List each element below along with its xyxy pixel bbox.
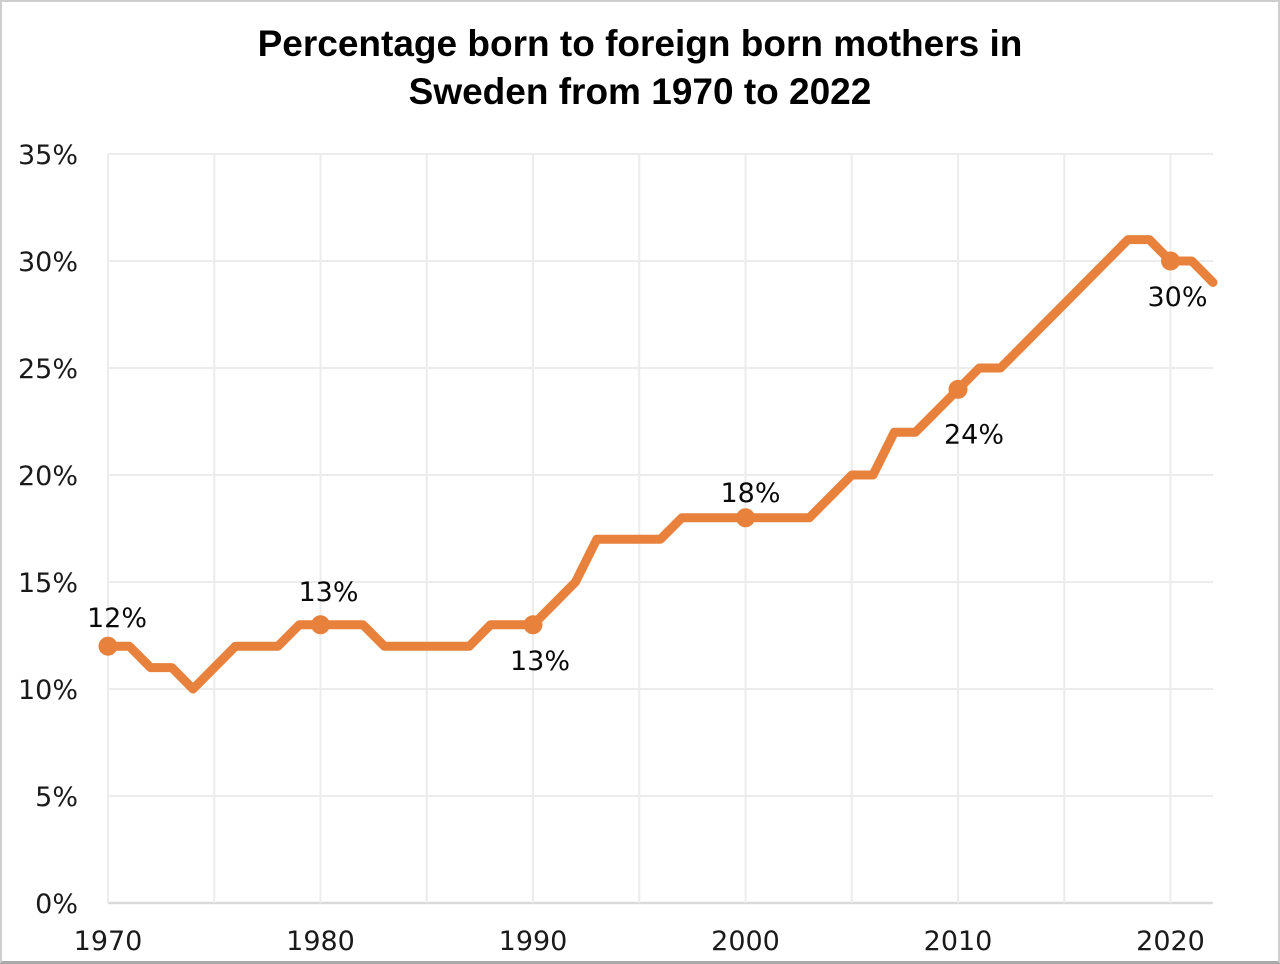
y-tick-label: 15%: [18, 568, 78, 599]
data-point-marker: [948, 379, 968, 399]
x-tick-label: 1990: [499, 926, 568, 957]
data-point-label: 18%: [720, 478, 780, 509]
data-point-label: 24%: [944, 419, 1004, 450]
data-point-marker: [736, 508, 755, 528]
y-tick-label: 5%: [35, 782, 78, 813]
y-axis-labels: 0% 5% 10% 15% 20% 25% 30% 35%: [18, 140, 78, 920]
chart-title-line-2: Sweden from 1970 to 2022: [408, 71, 872, 112]
chart-title: Percentage born to foreign born mothers …: [0, 20, 1280, 116]
x-tick-label: 1970: [74, 926, 143, 957]
series-line: [103, 235, 1218, 694]
data-point-marker: [523, 615, 543, 635]
x-tick-label: 1980: [286, 926, 355, 957]
x-axis-labels: 1970 1980 1990 2000 2010 2020: [74, 926, 1205, 957]
y-tick-label: 35%: [18, 140, 78, 171]
data-point-marker: [98, 636, 118, 656]
x-tick-label: 2010: [924, 926, 993, 957]
data-point-labels: 12% 13% 13% 18% 24% 30%: [87, 282, 1208, 677]
data-point-marker: [311, 615, 330, 635]
data-point-label: 13%: [298, 577, 358, 608]
y-tick-label: 20%: [18, 461, 78, 492]
data-point-markers: [98, 251, 1180, 656]
data-point-label: 13%: [510, 646, 570, 677]
y-tick-label: 0%: [35, 889, 78, 920]
data-point-label: 30%: [1147, 282, 1207, 313]
x-tick-label: 2000: [711, 926, 780, 957]
chart-title-line-1: Percentage born to foreign born mothers …: [257, 23, 1023, 64]
y-tick-label: 25%: [18, 354, 78, 385]
data-point-label: 12%: [87, 603, 147, 634]
vertical-gridlines: [107, 154, 1172, 903]
horizontal-gridlines: [108, 153, 1213, 905]
x-tick-label: 2020: [1136, 926, 1205, 957]
data-series: [103, 235, 1218, 694]
data-point-marker: [1161, 251, 1180, 271]
y-tick-label: 10%: [18, 675, 78, 706]
y-tick-label: 30%: [18, 247, 78, 278]
